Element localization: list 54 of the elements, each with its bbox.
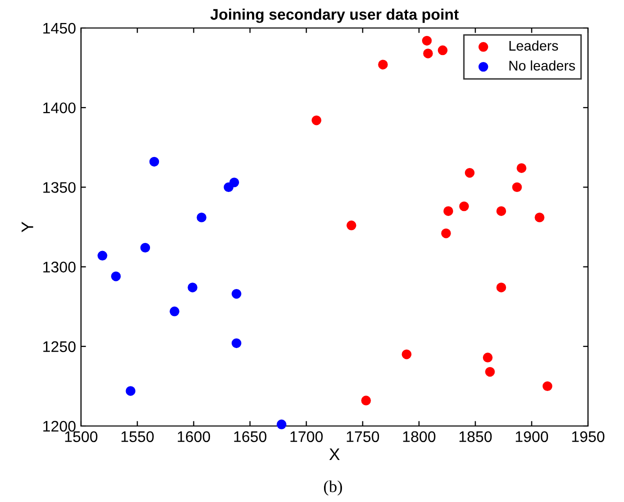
point (188, 282, 198, 292)
point (512, 182, 522, 192)
point (98, 250, 108, 261)
y-tick-label: 1250 (43, 341, 76, 352)
point (170, 306, 180, 316)
point (361, 396, 371, 406)
point (312, 115, 322, 126)
point (346, 220, 356, 230)
point (441, 228, 451, 238)
chart-title: Joining secondary user data point (210, 8, 459, 23)
point (276, 420, 286, 430)
x-tick-label: 1650 (234, 431, 266, 442)
x-tick-label: 1500 (65, 431, 98, 442)
y-tick-label: 1200 (43, 420, 76, 432)
point (196, 212, 206, 222)
point (443, 206, 454, 216)
point (422, 36, 432, 46)
x-tick-label: 1900 (516, 431, 548, 442)
point (482, 352, 493, 362)
y-axis-title: Y (22, 222, 34, 232)
point (485, 367, 495, 377)
point (438, 45, 448, 56)
y-tick-label: 1450 (43, 22, 76, 34)
x-tick-label: 1700 (290, 431, 323, 442)
point (542, 381, 552, 392)
point (534, 212, 544, 222)
point (496, 282, 506, 292)
point (402, 350, 412, 360)
point (496, 206, 506, 216)
point (464, 168, 475, 178)
x-axis-title: X (329, 448, 340, 460)
y-tick-label: 1300 (43, 262, 76, 272)
x-tick-label: 1600 (178, 431, 210, 442)
point (111, 271, 121, 282)
point (459, 201, 469, 212)
x-tick-label: 1950 (572, 431, 604, 442)
point (378, 60, 388, 70)
x-tick-label: 1850 (460, 431, 492, 442)
text: (b) (324, 480, 342, 496)
y-tick-label: 1400 (43, 102, 76, 114)
x-tick-label: 1550 (122, 431, 154, 442)
point (149, 156, 160, 167)
point (232, 289, 242, 299)
point (126, 386, 136, 396)
x-tick-label: 1800 (403, 431, 436, 442)
legend-label: No leaders (509, 60, 576, 71)
x-tick-label: 1750 (346, 431, 380, 442)
point (140, 242, 150, 253)
point (516, 163, 526, 173)
point (423, 48, 433, 58)
point (224, 182, 234, 192)
y-tick-label: 1350 (43, 182, 76, 193)
point (232, 338, 242, 348)
legend-label: Leaders (509, 40, 558, 51)
